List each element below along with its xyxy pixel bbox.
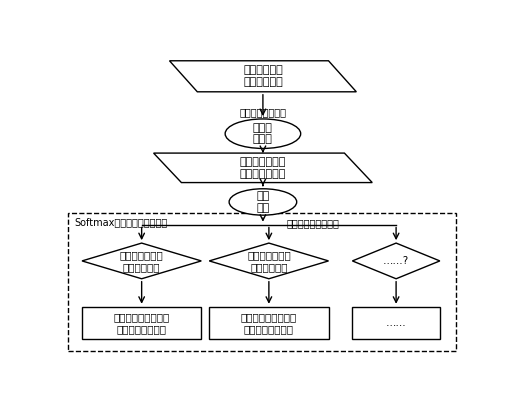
Bar (68, 213, 456, 351)
Polygon shape (352, 243, 440, 279)
Text: 判定外圈故障特征参
数对应的故障发生: 判定外圈故障特征参 数对应的故障发生 (241, 312, 297, 334)
Text: Softmax回归故障检测及定位: Softmax回归故障检测及定位 (74, 218, 167, 227)
Text: 外圈故障特征参
数得票数最多: 外圈故障特征参 数得票数最多 (247, 250, 291, 272)
Text: 检测模型故障得票数: 检测模型故障得票数 (287, 218, 340, 228)
Bar (352, 307, 440, 339)
Text: 滚动轴承无标
签待分类数据: 滚动轴承无标 签待分类数据 (243, 66, 283, 87)
Text: 滚动轴承无标签
待检测数据特征: 滚动轴承无标签 待检测数据特征 (240, 157, 286, 179)
Text: 检测
模型: 检测 模型 (256, 191, 269, 213)
Polygon shape (153, 153, 372, 183)
Polygon shape (209, 243, 328, 279)
Text: ……?: ……? (383, 256, 409, 266)
Polygon shape (169, 61, 357, 92)
Ellipse shape (229, 189, 297, 215)
Text: 判定内圈故障特征参
数对应的故障发生: 判定内圈故障特征参 数对应的故障发生 (113, 312, 170, 334)
Bar (82, 307, 201, 339)
Text: 特征学
习模型: 特征学 习模型 (253, 123, 273, 145)
Ellipse shape (225, 119, 301, 148)
Bar (209, 307, 328, 339)
Polygon shape (82, 243, 201, 279)
Text: 去趋势及污染处理: 去趋势及污染处理 (240, 107, 286, 117)
Text: 内圈故障特征参
数得票数最多: 内圈故障特征参 数得票数最多 (120, 250, 164, 272)
Text: ……: …… (386, 318, 406, 328)
